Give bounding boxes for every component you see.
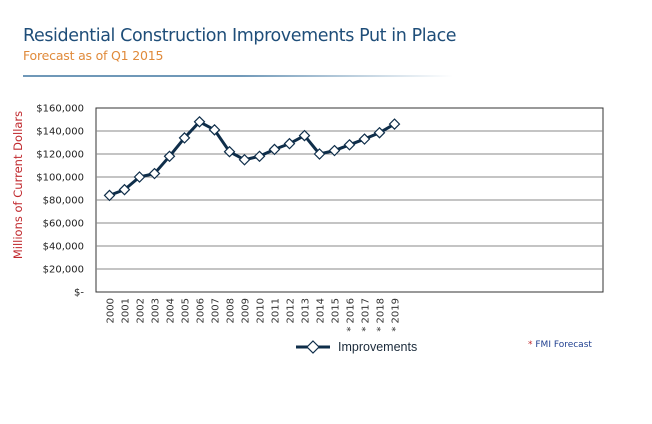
- data-point-marker: [223, 145, 236, 158]
- y-tick-label: $80,000: [43, 196, 84, 207]
- data-point-marker: [328, 144, 341, 157]
- x-tick-label: 2004: [166, 298, 177, 323]
- chart-title: Residential Construction Improvements Pu…: [23, 26, 457, 46]
- forecast-footnote: * FMI Forecast: [528, 340, 592, 350]
- data-point-marker: [358, 133, 371, 145]
- y-tick-label: $40,000: [43, 242, 84, 253]
- data-point-marker: [193, 115, 206, 128]
- data-point-marker: [283, 137, 296, 150]
- data-point-marker: [148, 167, 161, 180]
- data-point-marker: [238, 153, 251, 166]
- x-tick-label: 2001: [121, 298, 132, 323]
- x-tick-label: 2003: [151, 298, 162, 323]
- data-point-marker: [268, 143, 281, 156]
- x-tick-label: * 2018: [376, 298, 387, 332]
- x-tick-label: * 2019: [391, 298, 402, 332]
- x-tick-label: 2009: [241, 298, 252, 323]
- x-tick-label: 2000: [106, 298, 117, 323]
- y-tick-label: $60,000: [43, 219, 84, 230]
- data-point-marker: [133, 171, 146, 183]
- data-point-marker: [298, 129, 311, 142]
- x-tick-label: 2011: [271, 298, 282, 323]
- x-tick-label: 2010: [256, 298, 267, 323]
- footnote-text: FMI Forecast: [535, 340, 592, 350]
- x-tick-label: 2007: [211, 298, 222, 323]
- y-tick-label: $100,000: [36, 173, 84, 184]
- chart-subtitle: Forecast as of Q1 2015: [23, 48, 164, 63]
- y-tick-label: $160,000: [36, 104, 84, 115]
- x-tick-label: * 2017: [361, 298, 372, 332]
- x-tick-label: 2002: [136, 298, 147, 323]
- data-point-marker: [253, 150, 266, 163]
- y-tick-label: $-: [74, 288, 84, 299]
- y-tick-label: $20,000: [43, 265, 84, 276]
- x-tick-label: 2012: [286, 298, 297, 323]
- x-tick-label: 2008: [226, 298, 237, 323]
- x-tick-label: 2015: [331, 298, 342, 323]
- data-point-marker: [163, 150, 176, 163]
- data-point-marker: [343, 138, 356, 151]
- title-divider: [23, 75, 453, 77]
- x-tick-label: 2006: [196, 298, 207, 323]
- x-tick-label: 2005: [181, 298, 192, 323]
- legend-label: Improvements: [338, 340, 418, 354]
- x-tick-label: * 2016: [346, 298, 357, 332]
- data-point-marker: [388, 118, 401, 130]
- legend: Improvements: [296, 340, 417, 354]
- y-tick-label: $120,000: [36, 150, 84, 161]
- data-point-marker: [178, 132, 191, 144]
- data-point-marker: [373, 126, 386, 139]
- x-tick-label: 2014: [316, 298, 327, 323]
- data-point-marker: [313, 148, 326, 160]
- data-point-marker: [118, 183, 131, 196]
- x-tick-label: 2013: [301, 298, 312, 323]
- data-point-marker: [103, 189, 116, 202]
- legend-diamond-line-icon: [296, 340, 330, 354]
- footnote-asterisk: *: [528, 340, 533, 350]
- data-point-marker: [208, 124, 221, 136]
- y-tick-label: $140,000: [36, 127, 84, 138]
